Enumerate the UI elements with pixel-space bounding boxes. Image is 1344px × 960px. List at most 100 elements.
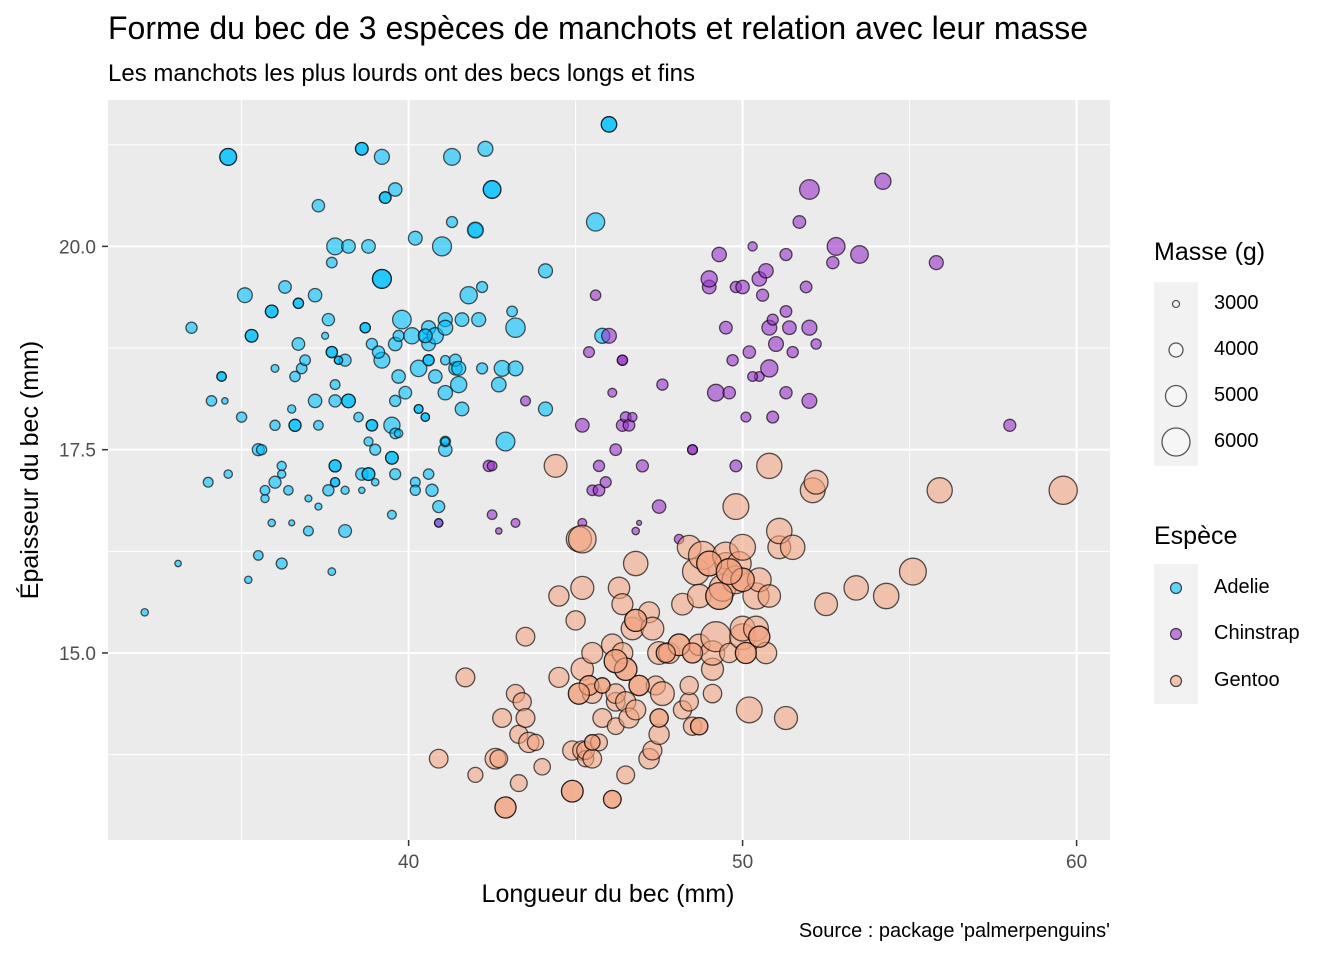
y-axis: 15.0 17.5 20.0: [59, 237, 108, 665]
size-legend-key: [1168, 342, 1184, 358]
data-point-gentoo: [649, 681, 675, 707]
data-point-adelie: [365, 418, 379, 432]
data-point-adelie: [431, 236, 453, 257]
data-point-adelie: [333, 355, 344, 365]
data-point-gentoo: [489, 749, 509, 769]
data-point-chinstrap: [635, 519, 643, 527]
data-point-adelie: [140, 607, 150, 617]
size-legend-key: [1161, 427, 1191, 457]
data-point-chinstrap: [609, 443, 623, 457]
data-point-chinstrap: [760, 359, 779, 378]
data-point-adelie: [439, 354, 451, 366]
data-point-adelie: [270, 363, 280, 373]
data-point-gentoo: [494, 796, 517, 819]
data-point-chinstrap: [589, 289, 602, 302]
data-point-adelie: [357, 486, 366, 495]
data-point-adelie: [407, 230, 423, 246]
data-point-adelie: [432, 499, 446, 514]
y-tick-label: 15.0: [59, 644, 96, 665]
data-point-chinstrap: [928, 254, 944, 271]
data-point-chinstrap: [781, 320, 797, 336]
data-point-chinstrap: [799, 280, 813, 294]
data-point-chinstrap: [740, 411, 752, 423]
data-point-chinstrap: [635, 459, 650, 473]
color-legend-keys: [1169, 581, 1183, 688]
data-point-adelie: [321, 312, 336, 327]
data-point-chinstrap: [718, 320, 733, 335]
data-point-adelie: [437, 384, 454, 401]
data-point-chinstrap: [574, 417, 590, 433]
data-point-gentoo: [512, 692, 532, 712]
data-point-gentoo: [628, 674, 650, 697]
data-point-gentoo: [715, 558, 743, 586]
data-point-chinstrap: [810, 338, 822, 350]
color-legend-key: [1169, 581, 1183, 595]
data-point-gentoo: [689, 716, 709, 736]
data-point-gentoo: [570, 575, 595, 601]
data-point-chinstrap: [726, 353, 739, 367]
data-point-gentoo: [735, 696, 763, 724]
data-point-adelie: [259, 484, 271, 496]
data-point-adelie: [437, 319, 454, 336]
data-point-adelie: [384, 450, 399, 465]
data-point-chinstrap: [486, 460, 498, 472]
data-point-adelie: [422, 468, 435, 480]
data-point-adelie: [278, 280, 292, 294]
data-point-adelie: [341, 238, 356, 254]
data-point-adelie: [391, 369, 406, 384]
data-point-adelie: [328, 394, 342, 408]
data-point-adelie: [328, 459, 342, 473]
data-point-adelie: [341, 393, 356, 409]
size-legend-key: [1164, 384, 1188, 408]
data-point-adelie: [326, 237, 345, 256]
data-point-adelie: [314, 502, 323, 511]
data-point-adelie: [386, 509, 397, 520]
data-point-gentoo: [649, 708, 669, 728]
data-point-adelie: [329, 476, 341, 488]
data-point-gentoo: [567, 682, 591, 705]
data-point-adelie: [585, 212, 606, 232]
data-point-gentoo: [581, 641, 604, 665]
data-point-chinstrap: [779, 385, 793, 400]
data-point-adelie: [312, 419, 324, 431]
data-point-chinstrap: [874, 172, 892, 191]
data-point-gentoo: [428, 748, 449, 769]
data-point-chinstrap: [758, 262, 774, 279]
data-point-adelie: [370, 477, 380, 487]
size-legend-label-6000: 6000: [1214, 430, 1259, 452]
data-point-gentoo: [702, 683, 723, 704]
data-point-gentoo: [625, 699, 647, 721]
data-point-adelie: [373, 148, 391, 166]
size-legend-label-5000: 5000: [1214, 384, 1259, 406]
data-point-adelie: [255, 443, 268, 456]
data-point-chinstrap: [801, 319, 818, 336]
data-point-adelie: [391, 309, 412, 330]
data-point-chinstrap: [631, 526, 641, 536]
data-point-adelie: [420, 412, 431, 422]
data-point-adelie: [600, 116, 618, 133]
data-point-adelie: [216, 371, 227, 382]
data-point-adelie: [454, 312, 470, 328]
data-point-adelie: [417, 328, 433, 344]
data-point-chinstrap: [599, 476, 612, 489]
x-tick-label: 50: [732, 852, 753, 873]
data-point-adelie: [174, 559, 182, 568]
data-point-chinstrap: [627, 411, 638, 423]
y-tick-label: 20.0: [59, 237, 96, 258]
data-point-chinstrap: [742, 345, 757, 359]
data-point-adelie: [286, 404, 297, 414]
data-point-adelie: [264, 304, 279, 319]
data-point-chinstrap: [706, 383, 725, 402]
data-point-chinstrap: [519, 395, 532, 407]
data-point-chinstrap: [616, 354, 629, 366]
data-point-gentoo: [679, 675, 699, 696]
data-point-adelie: [320, 331, 330, 340]
data-point-adelie: [235, 411, 248, 423]
data-point-chinstrap: [510, 517, 521, 528]
data-point-adelie: [471, 311, 487, 328]
data-point-adelie: [236, 287, 253, 304]
data-point-adelie: [466, 221, 484, 239]
data-point-adelie: [338, 523, 353, 539]
data-point-adelie: [413, 403, 424, 415]
data-point-gentoo: [1048, 475, 1078, 506]
